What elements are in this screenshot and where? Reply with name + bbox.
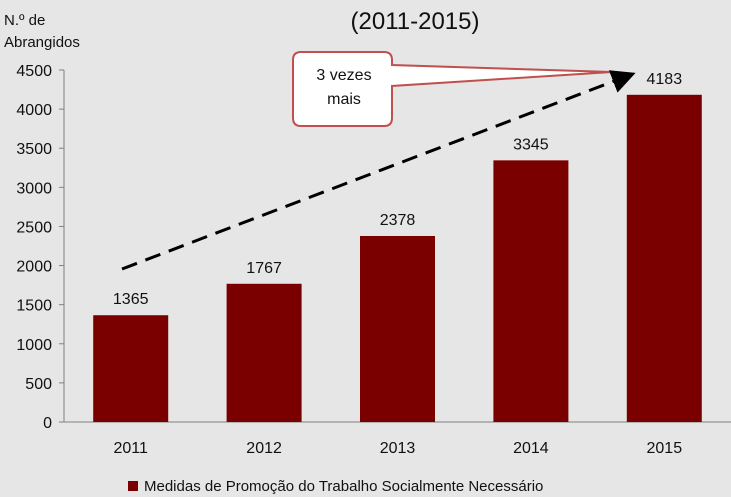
data-label-2012: 1767 [246, 260, 282, 277]
data-label-2011: 1365 [113, 291, 149, 308]
bar-2011 [93, 315, 169, 422]
x-tick-label-2015: 2015 [647, 440, 683, 457]
y-axis-label-line1: N.º de [4, 12, 46, 29]
bar-2014 [493, 160, 569, 422]
y-tick-label: 3000 [16, 180, 52, 197]
x-tick-label-2014: 2014 [513, 440, 549, 457]
x-tick-label-2013: 2013 [380, 440, 416, 457]
y-tick-label: 1000 [16, 337, 52, 354]
bar-2012 [226, 283, 302, 422]
legend-label: Medidas de Promoção do Trabalho Socialme… [144, 478, 544, 495]
y-tick-label: 0 [43, 415, 52, 432]
callout-line1: 3 vezes [316, 67, 372, 84]
data-label-2015: 4183 [647, 71, 683, 88]
y-tick-label: 500 [25, 376, 52, 393]
bar-2015 [626, 94, 702, 422]
y-tick-label: 4500 [16, 63, 52, 80]
y-tick-label: 2500 [16, 219, 52, 236]
data-label-2014: 3345 [513, 136, 549, 153]
trend-arrow [121, 70, 636, 271]
legend-swatch [128, 481, 138, 491]
callout-text: 3 vezes mais [298, 64, 390, 112]
legend: Medidas de Promoção do Trabalho Socialme… [128, 478, 543, 495]
y-tick-label: 3500 [16, 141, 52, 158]
y-tick-label: 1500 [16, 298, 52, 315]
x-tick-label-2012: 2012 [246, 440, 282, 457]
y-tick-label: 4000 [16, 102, 52, 119]
y-tick-label: 2000 [16, 259, 52, 276]
x-tick-label-2011: 2011 [113, 440, 148, 457]
callout-line2: mais [327, 91, 361, 108]
callout-bubble [292, 51, 613, 127]
bar-2013 [360, 235, 435, 422]
y-axis-label-line2: Abrangidos [4, 34, 80, 51]
data-label-2013: 2378 [380, 212, 416, 229]
y-axis-label: N.º de Abrangidos [4, 10, 80, 54]
chart-title: (2011-2015) [350, 8, 480, 35]
